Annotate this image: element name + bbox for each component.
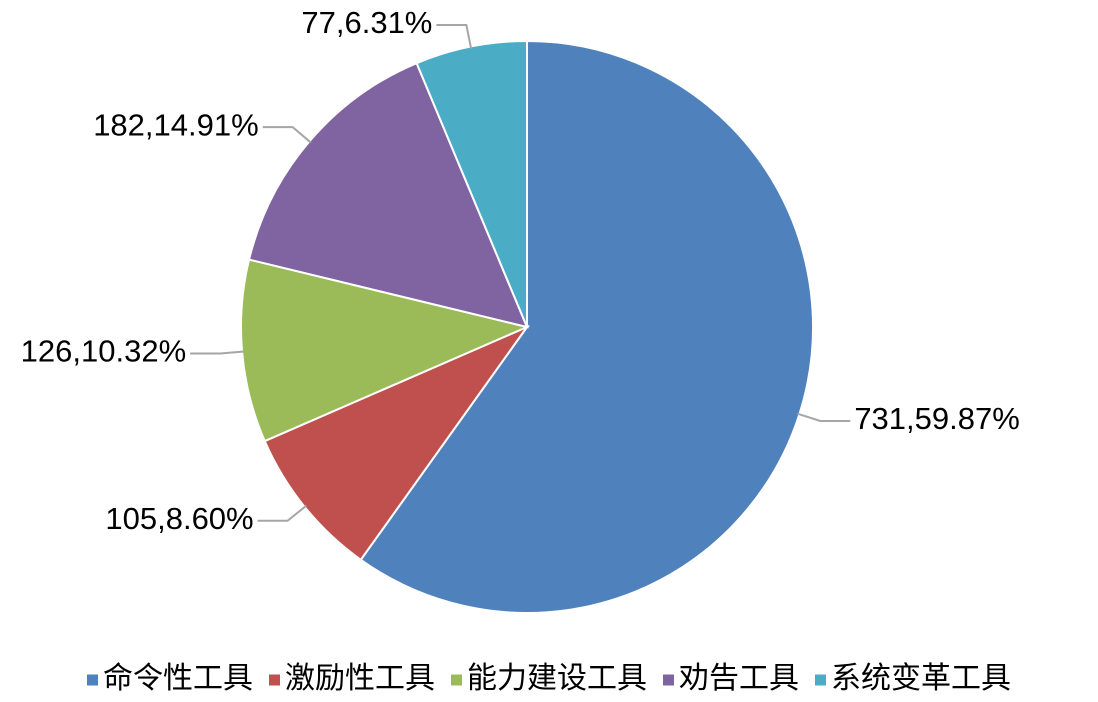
data-label: 77,6.31% bbox=[301, 5, 432, 40]
data-label: 731,59.87% bbox=[854, 401, 1019, 436]
legend-swatch bbox=[269, 674, 280, 686]
data-label: 182,14.91% bbox=[93, 107, 258, 142]
leader-line bbox=[797, 412, 851, 422]
legend-label: 劝告工具 bbox=[679, 662, 799, 695]
legend-swatch bbox=[451, 674, 462, 686]
legend-label: 能力建设工具 bbox=[467, 662, 647, 695]
leader-line bbox=[436, 24, 473, 49]
legend-swatch bbox=[663, 674, 674, 686]
legend-label: 命令性工具 bbox=[103, 662, 253, 695]
leader-line bbox=[190, 350, 245, 355]
legend-swatch bbox=[87, 674, 98, 686]
legend-label: 系统变革工具 bbox=[831, 662, 1011, 695]
legend-swatch bbox=[815, 674, 826, 686]
leader-line bbox=[262, 126, 312, 144]
data-label: 126,10.32% bbox=[21, 334, 186, 369]
data-label: 105,8.60% bbox=[105, 501, 253, 536]
legend-label: 激励性工具 bbox=[285, 662, 435, 695]
legend: 命令性工具 激励性工具 能力建设工具 劝告工具 系统变革工具 bbox=[87, 662, 1011, 695]
leader-line bbox=[257, 504, 307, 522]
